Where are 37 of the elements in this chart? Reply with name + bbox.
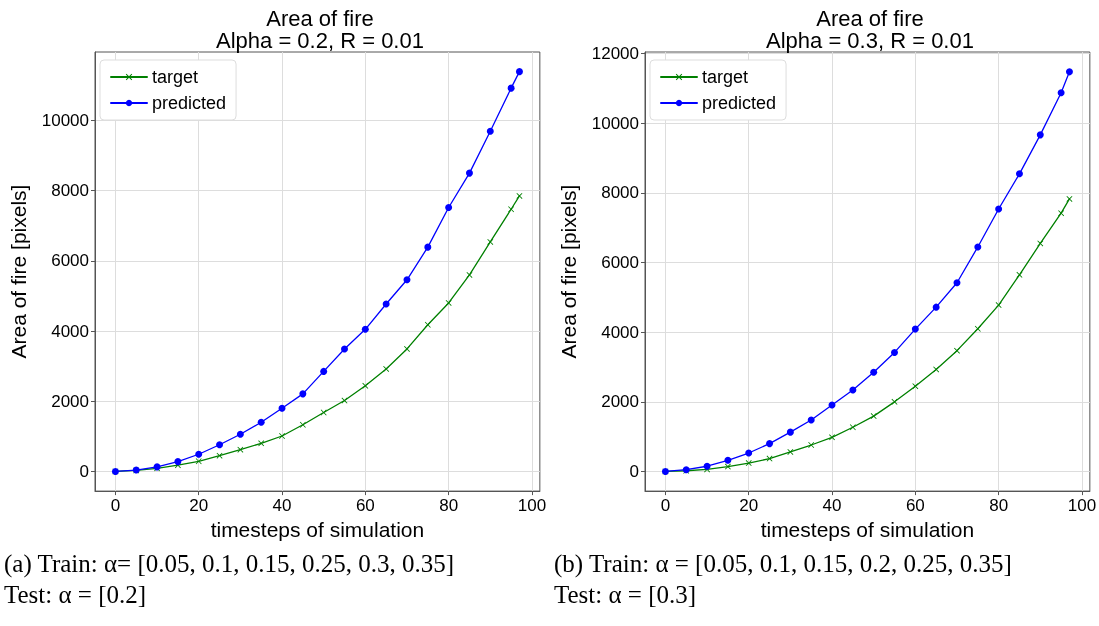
- text: Test: α = [0.2]: [4, 580, 148, 610]
- x-tick-label: 80: [989, 496, 1009, 516]
- x-axis-title: timesteps of simulation: [210, 518, 425, 541]
- x-tick-label: 0: [110, 496, 121, 516]
- x-tick-label: 40: [272, 496, 292, 516]
- y-tick-label: 6000: [51, 251, 89, 271]
- x-tick-label: 20: [739, 496, 759, 516]
- y-tick-label: 2000: [601, 392, 639, 412]
- x-tick-label: 60: [355, 496, 375, 516]
- y-tick-label: 2000: [51, 391, 89, 411]
- x-tick-label: 100: [517, 496, 547, 516]
- x-axis-title: timesteps of simulation: [760, 518, 975, 541]
- legend-label: target: [152, 67, 199, 87]
- y-tick-label: 10000: [591, 113, 639, 133]
- legend-label: target: [702, 67, 749, 87]
- y-axis-title: Area of fire [pixels]: [7, 184, 30, 359]
- x-tick-label: 60: [905, 496, 925, 516]
- legend-label: predicted: [152, 93, 227, 113]
- x-tick-label: 100: [1067, 496, 1097, 516]
- y-tick-label: 4000: [51, 321, 89, 341]
- text: (a) Train: α= [0.05, 0.1, 0.15, 0.25, 0.3, 0.35]: [4, 549, 455, 579]
- x-tick-label: 80: [439, 496, 459, 516]
- x-tick-label: 20: [189, 496, 209, 516]
- text: (b) Train: α = [0.05, 0.1, 0.15, 0.2, 0.25, 0.35]: [554, 549, 1012, 579]
- y-axis-title: Area of fire [pixels]: [557, 184, 580, 359]
- y-tick-label: 12000: [591, 44, 639, 64]
- y-tick-label: 4000: [601, 322, 639, 342]
- x-tick-label: 0: [660, 496, 671, 516]
- y-tick-label: 8000: [601, 183, 639, 203]
- legend-label: predicted: [702, 93, 777, 113]
- y-tick-label: 6000: [601, 253, 639, 273]
- y-tick-label: 0: [79, 461, 89, 481]
- text: Test: α = [0.3]: [554, 580, 698, 610]
- x-tick-label: 40: [822, 496, 842, 516]
- y-tick-label: 0: [629, 461, 639, 481]
- y-tick-label: 8000: [51, 181, 89, 201]
- y-tick-label: 10000: [41, 110, 89, 130]
